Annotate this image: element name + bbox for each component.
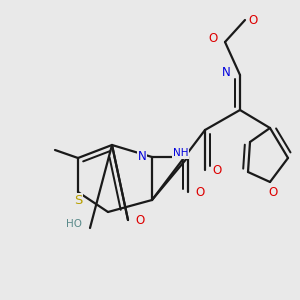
Text: N: N: [222, 65, 230, 79]
Text: O: O: [208, 32, 217, 46]
Text: O: O: [195, 185, 205, 199]
Text: O: O: [135, 214, 145, 226]
Text: S: S: [74, 194, 82, 206]
Text: N: N: [138, 151, 146, 164]
Text: O: O: [248, 14, 258, 26]
Text: NH: NH: [173, 148, 188, 158]
Text: O: O: [268, 185, 278, 199]
Text: HO: HO: [66, 219, 82, 229]
Text: O: O: [212, 164, 222, 176]
